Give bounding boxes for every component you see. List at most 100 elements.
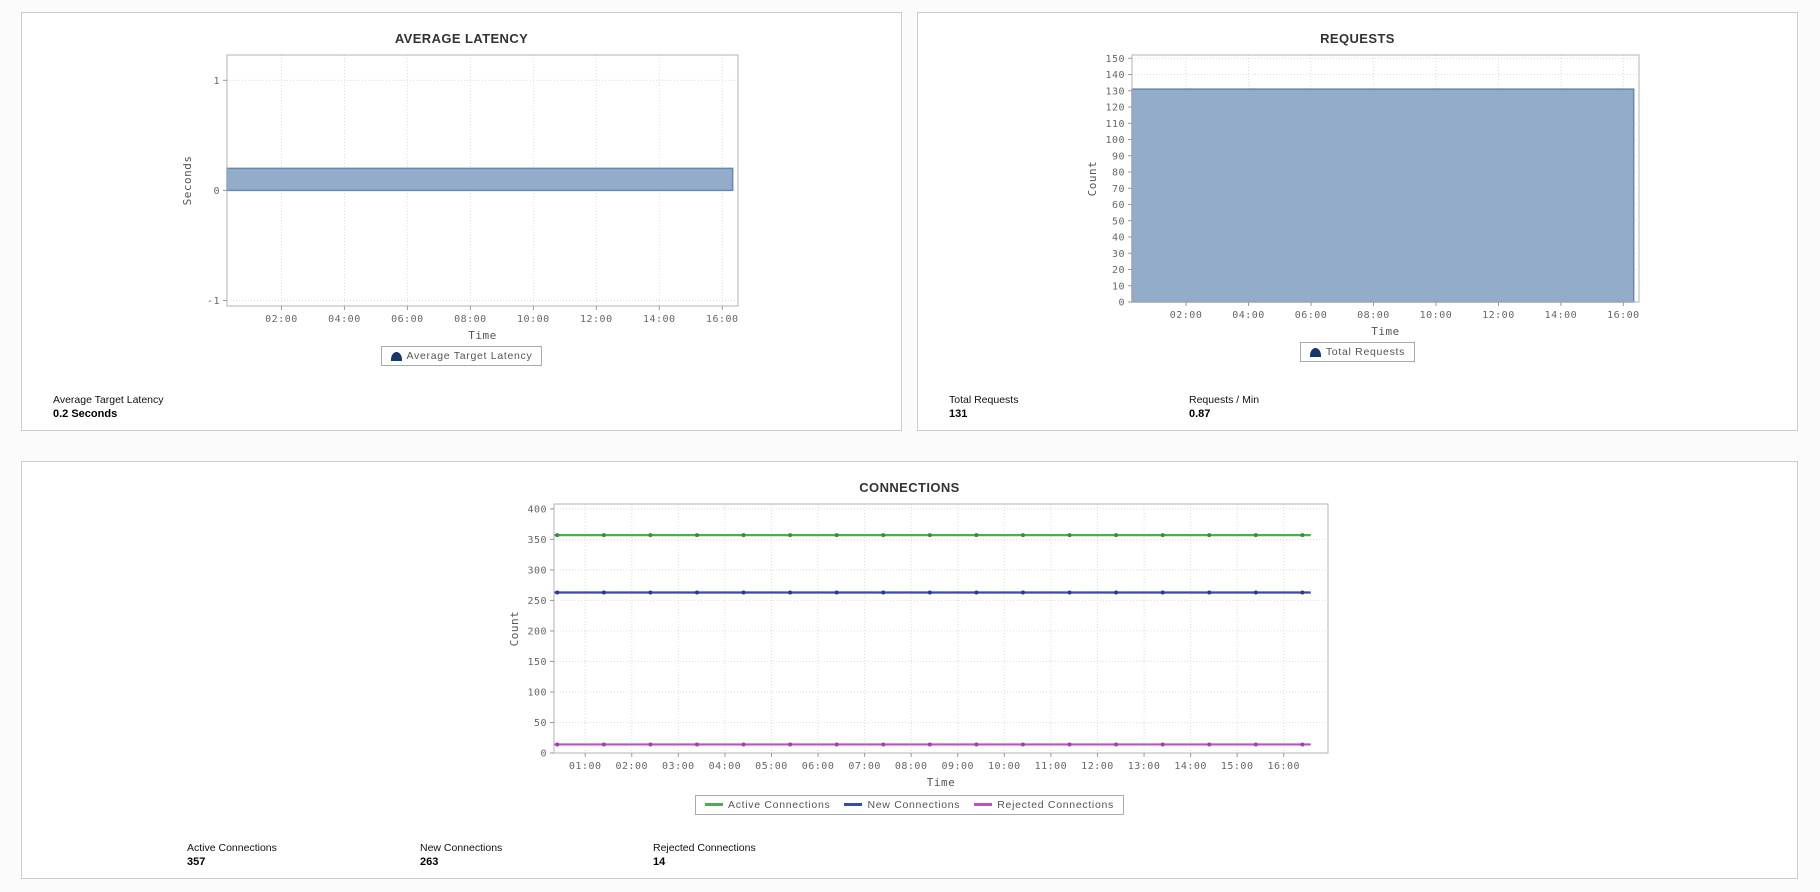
data-point-marker bbox=[788, 590, 793, 595]
y-tick-label: 50 bbox=[1112, 216, 1125, 227]
x-axis-label: Time bbox=[468, 329, 497, 342]
connections-stats: Active Connections 357 New Connections 2… bbox=[22, 841, 1797, 878]
average-latency-chart: 02:00 04:00 06:00 08:00 10:00 12:00 14:00 16:00… bbox=[179, 49, 901, 344]
stat-value: 14 bbox=[653, 856, 666, 868]
data-point-marker bbox=[1067, 590, 1072, 595]
data-point-marker bbox=[1160, 533, 1165, 538]
data-point-marker bbox=[1067, 533, 1072, 538]
x-tick-label: 10:00 bbox=[517, 314, 550, 325]
legend-item: Rejected Connections bbox=[974, 799, 1114, 811]
plot-border bbox=[553, 503, 1329, 754]
y-tick-label: 110 bbox=[1105, 119, 1125, 130]
legend-item-label: New Connections bbox=[867, 798, 961, 811]
y-tick-label: 80 bbox=[1112, 168, 1125, 179]
x-tick-label: 16:00 bbox=[1607, 310, 1640, 321]
data-point-marker bbox=[1020, 590, 1025, 595]
y-tick-label: 150 bbox=[1105, 54, 1125, 65]
x-tick-label: 07:00 bbox=[848, 761, 881, 772]
y-tick-label: 200 bbox=[527, 626, 547, 637]
requests-chart-svg: 02:00 04:00 06:00 08:00 10:00 12:00 14:00 16:00… bbox=[1086, 54, 1640, 338]
y-tick-label: 20 bbox=[1112, 265, 1125, 276]
data-point-marker bbox=[834, 742, 839, 747]
legend-item-label: Rejected Connections bbox=[997, 798, 1114, 811]
data-point-marker bbox=[555, 590, 560, 595]
area-series-total-requests bbox=[1131, 88, 1635, 303]
data-point-marker bbox=[881, 742, 886, 747]
y-tick-label: 120 bbox=[1105, 103, 1125, 114]
stat-value: 263 bbox=[420, 856, 439, 868]
area-series-icon bbox=[390, 351, 402, 361]
y-tick-label: 140 bbox=[1105, 70, 1125, 81]
data-point-marker bbox=[881, 533, 886, 538]
y-tick-label: 0 bbox=[213, 186, 220, 197]
y-tick-label: 50 bbox=[534, 718, 547, 729]
y-tick-label: 300 bbox=[527, 565, 547, 576]
stat-label: Active Connections bbox=[187, 842, 277, 854]
y-tick-label: 350 bbox=[527, 535, 547, 546]
legend-item: New Connections bbox=[844, 799, 960, 811]
stat-average-target-latency: Average Target Latency 0.2 Seconds bbox=[53, 393, 293, 422]
average-latency-stats: Average Target Latency 0.2 Seconds bbox=[22, 393, 901, 430]
area-series-icon bbox=[1309, 347, 1321, 357]
y-axis-label: Seconds bbox=[181, 156, 194, 206]
y-axis-label: Count bbox=[508, 611, 521, 647]
panel-requests: REQUESTS 02:00 04:00 06:00 08:00 10:00 12:00 1… bbox=[917, 12, 1798, 431]
data-point-marker bbox=[1253, 742, 1258, 747]
x-tick-label: 04:00 bbox=[709, 761, 742, 772]
connections-chart-svg: 01:00 02:00 03:00 04:00 05:00 06:00 07:00 08:00… bbox=[508, 503, 1329, 789]
x-axis-label: Time bbox=[927, 776, 956, 789]
stat-label: Rejected Connections bbox=[653, 842, 756, 854]
data-point-marker bbox=[741, 742, 746, 747]
x-tick-label: 09:00 bbox=[941, 761, 974, 772]
y-tick-label: 250 bbox=[527, 596, 547, 607]
legend-item: Active Connections bbox=[704, 798, 831, 811]
data-point-marker bbox=[694, 742, 699, 747]
x-tick-label: 03:00 bbox=[662, 761, 695, 772]
data-point-marker bbox=[1067, 742, 1072, 747]
legend: Active Connections New Connections Rejec… bbox=[694, 794, 1124, 815]
data-point-marker bbox=[834, 533, 839, 538]
connections-chart: 01:00 02:00 03:00 04:00 05:00 06:00 07:00 08:00… bbox=[506, 498, 1797, 791]
x-tick-label: 14:00 bbox=[1545, 310, 1578, 321]
y-tick-label: 90 bbox=[1112, 151, 1125, 162]
x-tick-label: 12:00 bbox=[1482, 310, 1515, 321]
x-tick-label: 02:00 bbox=[265, 314, 298, 325]
panel-connections: CONNECTIONS 01:00 02:00 03:00 04:00 05:00 06:… bbox=[21, 461, 1798, 879]
panel-average-latency: AVERAGE LATENCY 02:00 04:00 06:00 08:00 10:0… bbox=[21, 12, 902, 431]
stat-value: 357 bbox=[187, 856, 206, 868]
data-point-marker bbox=[694, 590, 699, 595]
x-tick-label: 06:00 bbox=[391, 314, 424, 325]
data-point-marker bbox=[974, 533, 979, 538]
y-tick-label: 130 bbox=[1105, 86, 1125, 97]
x-tick-label: 01:00 bbox=[569, 761, 602, 772]
data-point-marker bbox=[648, 533, 653, 538]
stat-value: 0.2 Seconds bbox=[53, 408, 118, 420]
y-tick-label: 60 bbox=[1112, 200, 1125, 211]
y-tick-label: 1 bbox=[213, 76, 220, 87]
data-point-marker bbox=[1300, 742, 1305, 747]
data-point-marker bbox=[1114, 590, 1119, 595]
legend-item-label: Active Connections bbox=[727, 798, 831, 811]
stat-label: New Connections bbox=[420, 842, 503, 854]
data-point-marker bbox=[1114, 742, 1119, 747]
data-point-marker bbox=[927, 533, 932, 538]
requests-legend-row: Total Requests bbox=[918, 342, 1797, 362]
y-tick-label: 100 bbox=[1105, 135, 1125, 146]
x-tick-label: 11:00 bbox=[1035, 761, 1068, 772]
data-point-marker bbox=[601, 742, 606, 747]
y-axis-label: Count bbox=[1086, 161, 1099, 197]
plot-border bbox=[226, 54, 739, 307]
data-point-marker bbox=[648, 742, 653, 747]
data-point-marker bbox=[1300, 533, 1305, 538]
average-latency-chart-svg: 02:00 04:00 06:00 08:00 10:00 12:00 14:00 16:00… bbox=[181, 54, 739, 342]
data-point-marker bbox=[555, 533, 560, 538]
x-tick-label: 16:00 bbox=[1267, 761, 1300, 772]
x-tick-label: 10:00 bbox=[988, 761, 1021, 772]
legend-item: Average Target Latency bbox=[390, 350, 533, 362]
line-series-icon bbox=[974, 803, 993, 806]
data-point-marker bbox=[741, 590, 746, 595]
data-point-marker bbox=[1300, 590, 1305, 595]
x-tick-label: 02:00 bbox=[615, 761, 648, 772]
data-point-marker bbox=[694, 533, 699, 538]
